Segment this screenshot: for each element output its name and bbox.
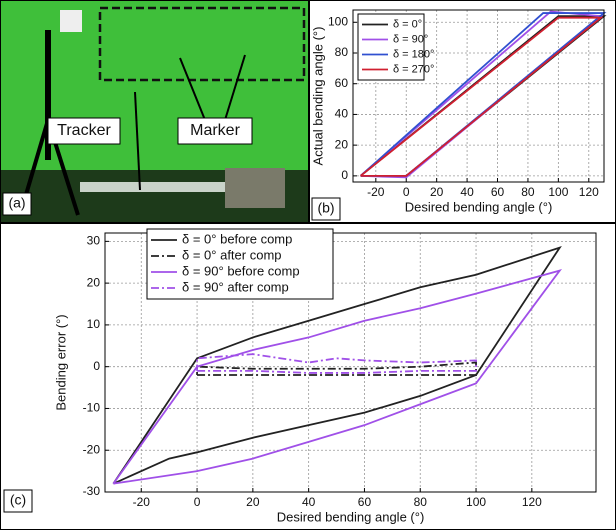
label-box (2, 192, 32, 216)
panel-label: (b) (317, 200, 334, 216)
label-box (177, 117, 253, 145)
label-box (311, 197, 341, 221)
tracker-device (60, 10, 82, 32)
x-tick-label: 0 (403, 185, 410, 199)
label-box (3, 489, 33, 513)
x-axis-title: Desired bending angle (°) (277, 509, 425, 524)
x-tick-label: 20 (430, 185, 444, 199)
y-tick-label: -20 (83, 442, 101, 456)
y-tick-label: 80 (335, 45, 349, 59)
x-tick-label: 20 (246, 495, 260, 509)
x-tick-label: 80 (521, 185, 535, 199)
legend-entry: δ = 270° (393, 63, 434, 75)
actuator (225, 168, 285, 208)
legend-entry: δ = 0° (393, 18, 422, 30)
legend-entry: δ = 90° after comp (182, 279, 289, 294)
x-tick-label: 0 (194, 495, 201, 509)
plot-frame (104, 232, 597, 493)
x-tick-label: 120 (579, 185, 599, 199)
y-tick-label: 20 (87, 275, 101, 289)
arrow (179, 57, 206, 121)
arrow (224, 54, 246, 121)
photo-label: Tracker (57, 122, 111, 139)
data-line (112, 245, 562, 485)
y-tick-label: -30 (83, 484, 101, 498)
x-tick-label: -20 (367, 185, 385, 199)
legend-entry: δ = 0° before comp (182, 231, 292, 246)
x-tick-label: 100 (466, 495, 486, 509)
photo: Tracker Marker (a) (1, 1, 308, 222)
x-tick-label: 40 (460, 185, 474, 199)
data-line (112, 269, 563, 485)
y-tick-label: 60 (335, 76, 349, 90)
y-axis-title: Bending error (°) (53, 314, 68, 410)
legend-entry: δ = 0° after comp (182, 247, 282, 262)
y-axis-title: Actual bending angle (°) (310, 27, 325, 166)
x-tick-label: 60 (358, 495, 372, 509)
x-tick-label: 40 (302, 495, 316, 509)
legend-entry: δ = 90° before comp (182, 263, 300, 278)
data-line (196, 361, 477, 376)
y-tick-label: -10 (83, 401, 101, 415)
y-tick-label: 30 (87, 234, 101, 248)
x-tick-label: 120 (522, 495, 542, 509)
y-tick-label: 0 (93, 359, 100, 373)
legend-entry: δ = 180° (393, 48, 434, 60)
x-tick-label: 100 (548, 185, 568, 199)
panel-label: (a) (8, 195, 25, 211)
x-tick-label: 80 (414, 495, 428, 509)
plot-frame (352, 9, 605, 183)
panel-label: (c) (10, 492, 26, 508)
x-tick-label: -20 (133, 495, 151, 509)
rail (80, 182, 260, 192)
y-tick-label: 10 (87, 317, 101, 331)
y-tick-label: 0 (341, 168, 348, 182)
y-tick-label: 40 (335, 107, 349, 121)
photo-label: Marker (190, 122, 240, 139)
arrow (134, 91, 141, 191)
marker-region (98, 6, 306, 82)
label-box (47, 117, 121, 145)
data-line (360, 16, 604, 177)
y-tick-label: 100 (328, 14, 348, 28)
x-tick-label: 60 (491, 185, 505, 199)
y-tick-label: 20 (335, 137, 349, 151)
legend-entry: δ = 90° (393, 33, 428, 45)
x-axis-title: Desired bending angle (°) (405, 199, 553, 214)
legend-box (146, 228, 334, 300)
